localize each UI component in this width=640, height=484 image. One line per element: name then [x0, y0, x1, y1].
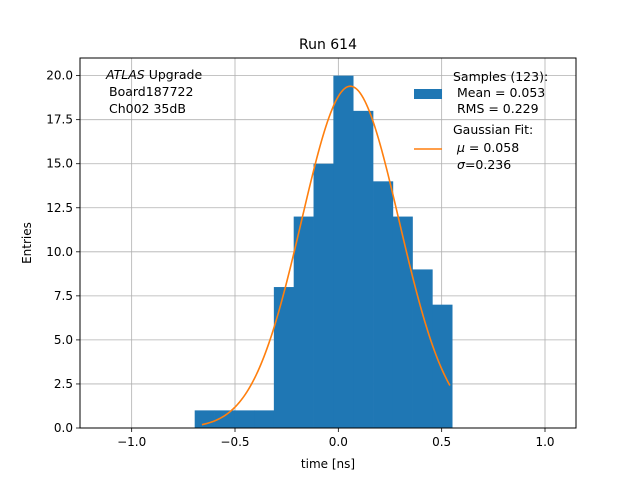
annotation-board: Board187722 — [109, 84, 193, 99]
histogram-bar — [353, 110, 374, 428]
plot-frame — [79, 57, 577, 429]
annotation-atlas: ATLAS — [105, 67, 145, 82]
y-tick-label: 10.0 — [46, 245, 73, 259]
chart-title: Run 614 — [299, 37, 357, 53]
histogram-bar — [432, 304, 453, 428]
legend-samples-swatch — [414, 89, 442, 99]
axis-ticks: −1.0 −0.5 0.0 0.5 1.0 0.0 2.5 5.0 7.5 10.0 12.5 15.… — [46, 69, 554, 449]
legend-samples-rms: RMS = 0.229 — [453, 101, 539, 116]
atlas-annotation: ATLAS Upgrade Board187722 Ch002 35dB — [105, 67, 202, 116]
y-tick-label: 5.0 — [54, 333, 73, 347]
annotation-upgrade: Upgrade — [145, 67, 203, 82]
annotation-channel: Ch002 35dB — [109, 101, 186, 116]
legend-fit-mu: μ = 0.058 — [456, 140, 519, 155]
fit-curve-layer — [201, 85, 451, 426]
legend-fit-sigma-symbol: σ — [457, 157, 466, 172]
gaussian-fit-curve — [201, 85, 451, 426]
histogram-bar — [194, 410, 215, 428]
y-tick-label: 0.0 — [54, 421, 73, 435]
histogram-bar — [234, 410, 255, 428]
legend-fit-sigma: σ=0.236 — [457, 157, 511, 172]
histogram-bar — [412, 269, 433, 428]
y-tick-label: 12.5 — [46, 201, 73, 215]
legend-samples-mean: Mean = 0.053 — [453, 85, 545, 100]
histogram-bar — [273, 287, 294, 428]
legend-fit-title: Gaussian Fit: — [453, 122, 533, 137]
legend: Samples (123): Mean = 0.053 RMS = 0.229 … — [414, 69, 548, 172]
histogram-bar — [293, 216, 314, 428]
histogram-bar — [313, 163, 334, 428]
legend-fit-mu-symbol: μ — [456, 140, 465, 155]
legend-fit-sigma-value: =0.236 — [465, 157, 511, 172]
histogram-bar — [373, 181, 394, 428]
x-tick-label: 0.5 — [432, 435, 451, 449]
legend-samples-title: Samples (123): — [453, 69, 548, 84]
x-tick-label: 0.0 — [329, 435, 348, 449]
histogram-bar — [392, 216, 413, 428]
y-tick-label: 20.0 — [46, 69, 73, 83]
x-tick-label: 1.0 — [535, 435, 554, 449]
y-tick-label: 7.5 — [54, 289, 73, 303]
histogram-bar — [333, 75, 354, 428]
y-axis-label: Entries — [20, 222, 34, 264]
y-tick-label: 2.5 — [54, 377, 73, 391]
x-tick-label: −1.0 — [117, 435, 146, 449]
y-tick-label: 17.5 — [46, 113, 73, 127]
histogram-bar — [214, 410, 235, 428]
x-tick-label: −0.5 — [220, 435, 249, 449]
x-axis-label: time [ns] — [301, 457, 355, 471]
histogram-bars — [194, 75, 453, 428]
annotation-line-1: ATLAS Upgrade — [105, 67, 202, 82]
histogram-bar — [254, 410, 275, 428]
y-tick-label: 15.0 — [46, 157, 73, 171]
legend-fit-mu-value: = 0.058 — [465, 140, 519, 155]
